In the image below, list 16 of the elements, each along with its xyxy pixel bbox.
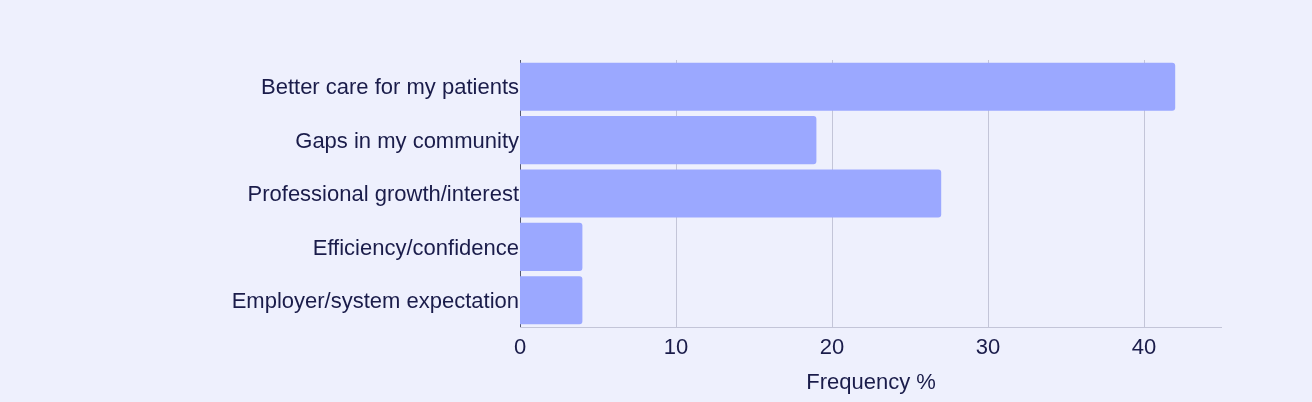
x-tick-label: 30 bbox=[975, 334, 1001, 360]
bar bbox=[520, 169, 942, 218]
bar bbox=[520, 276, 583, 325]
x-tick-label: 0 bbox=[513, 334, 527, 360]
x-tick-label: 10 bbox=[663, 334, 689, 360]
y-tick-label: Professional growth/interest bbox=[247, 181, 519, 207]
bar bbox=[520, 116, 817, 165]
bar bbox=[520, 62, 1176, 111]
y-tick-label: Employer/system expectation bbox=[231, 288, 519, 313]
bar bbox=[520, 222, 583, 271]
x-axis-title: Frequency % bbox=[806, 369, 936, 395]
y-tick-label: Efficiency/confidence bbox=[312, 234, 519, 260]
x-tick-label: 40 bbox=[1131, 334, 1157, 360]
y-tick-label: Gaps in my community bbox=[295, 127, 519, 153]
x-tick-label: 20 bbox=[819, 334, 845, 360]
y-tick-label: Better care for my patients bbox=[261, 74, 519, 100]
